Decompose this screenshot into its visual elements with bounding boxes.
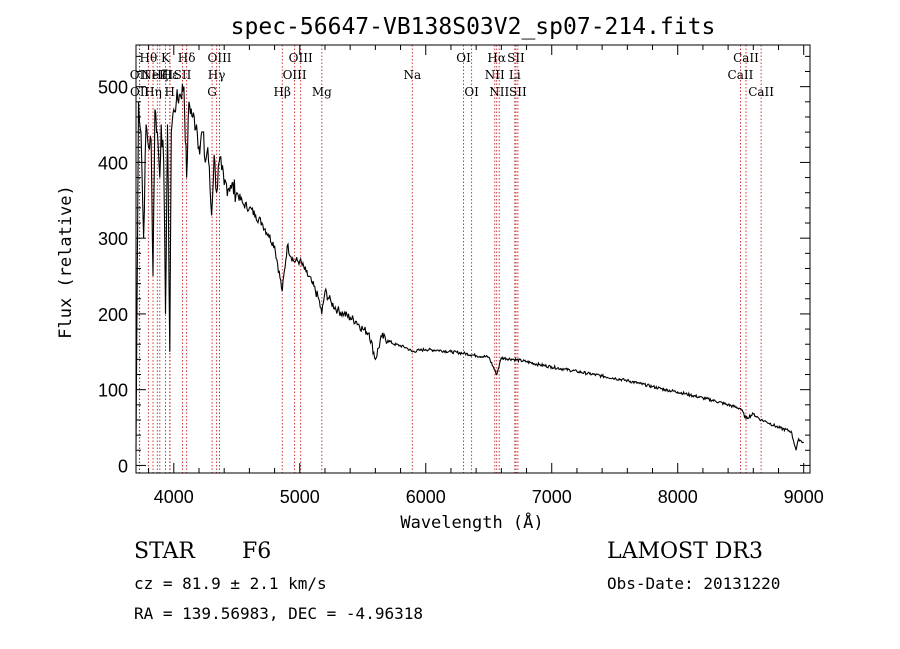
x-tick-label-1: 5000 [280, 487, 320, 507]
line-label-29: CaII [748, 85, 774, 99]
line-label-25: SII [507, 51, 525, 65]
spectral-line-labels: OIIOIIHθHηNeIIIHζKHHεSIIHδGHγOIIIHβOIIIO… [130, 51, 775, 99]
line-label-14: Hβ [274, 85, 291, 99]
line-label-27: CaII [728, 68, 754, 82]
line-label-9: SII [174, 68, 192, 82]
observation-date: Obs-Date: 20131220 [607, 574, 781, 593]
line-label-6: K [161, 51, 171, 65]
line-label-12: Hγ [208, 68, 226, 82]
x-tick-label-2: 6000 [406, 487, 446, 507]
line-label-4: NeIII [141, 68, 173, 82]
line-label-18: Na [403, 68, 421, 82]
line-label-13: OIII [207, 51, 231, 65]
chart-title: spec-56647-VB138S03V2_sp07-214.fits [231, 14, 716, 40]
line-label-17: Mg [312, 85, 332, 99]
y-tick-label-0: 0 [118, 456, 128, 476]
y-tick-label-1: 100 [98, 381, 128, 401]
line-label-20: OI [464, 85, 479, 99]
line-label-28: CaII [733, 51, 759, 65]
line-label-22: Hα [487, 51, 506, 65]
line-label-1: OII [130, 85, 150, 99]
flux-series-line [135, 83, 805, 451]
line-label-7: H [165, 85, 175, 99]
survey-name: LAMOST DR3 [607, 539, 763, 564]
line-label-2: Hθ [139, 51, 157, 65]
plot-frame [135, 44, 811, 474]
y-axis-ticks: 0 100 200 300 400 500 [98, 55, 810, 476]
line-label-21: NII [485, 68, 505, 82]
line-label-26: SII [509, 85, 527, 99]
coordinates-info: RA = 139.56983, DEC = -4.96318 [134, 604, 423, 623]
y-tick-label-2: 200 [98, 305, 128, 325]
line-label-15: OIII [283, 68, 307, 82]
line-label-11: G [207, 85, 217, 99]
line-label-8: Hε [162, 68, 179, 82]
spectral-line-markers [138, 45, 762, 473]
line-label-5: Hζ [151, 68, 168, 82]
line-label-0: OII [130, 68, 150, 82]
line-label-24: Li [509, 68, 521, 82]
line-label-19: OI [456, 51, 471, 65]
line-label-3: Hη [144, 85, 162, 99]
x-axis-label: Wavelength (Å) [400, 511, 543, 533]
line-label-23: NII [489, 85, 509, 99]
object-subclass: F6 [242, 539, 272, 564]
redshift-info: cz = 81.9 ± 2.1 km/s [134, 574, 327, 593]
x-tick-label-0: 4000 [154, 487, 194, 507]
x-tick-label-3: 7000 [532, 487, 572, 507]
y-tick-label-5: 500 [98, 78, 128, 98]
object-class: STAR [134, 539, 195, 564]
line-label-10: Hδ [178, 51, 196, 65]
x-tick-label-5: 9000 [784, 487, 824, 507]
x-axis-ticks: 4000 5000 6000 7000 8000 9000 [148, 45, 824, 507]
x-tick-label-4: 8000 [658, 487, 698, 507]
line-label-16: OIII [289, 51, 313, 65]
y-tick-label-3: 300 [98, 229, 128, 249]
y-axis-label: Flux (relative) [56, 185, 76, 339]
y-tick-label-4: 400 [98, 153, 128, 173]
